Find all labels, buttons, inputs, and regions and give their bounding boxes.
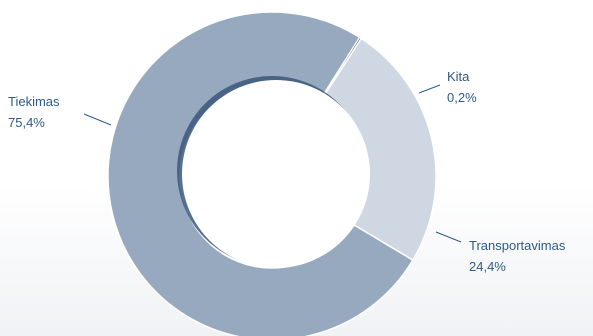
label-transportavimas-value: 24,4% <box>469 259 506 274</box>
leader-line-kita <box>418 84 441 94</box>
leader-line-tiekimas <box>83 113 112 126</box>
label-kita-value: 0,2% <box>447 90 477 105</box>
donut-hole <box>182 80 370 268</box>
slices-group <box>107 11 437 336</box>
label-tiekimas-name: Tiekimas <box>8 94 60 109</box>
slice-tiekimas <box>107 11 414 336</box>
label-transportavimas-name: Transportavimas <box>469 238 566 253</box>
leader-line-transportavimas <box>435 231 462 243</box>
label-tiekimas-value: 75,4% <box>8 115 45 130</box>
label-kita-name: Kita <box>447 69 470 84</box>
